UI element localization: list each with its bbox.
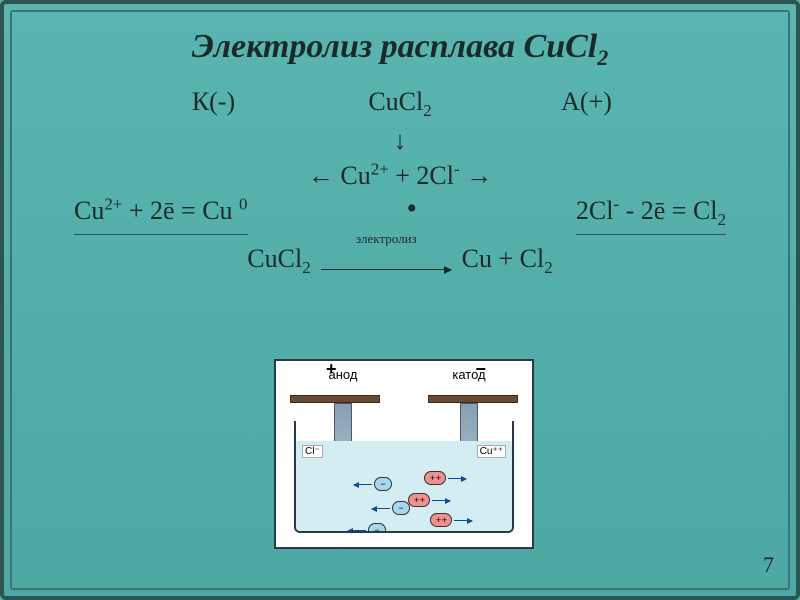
center-dot: • <box>406 189 417 231</box>
ion-arrow-icon <box>372 508 390 509</box>
an-eq: - 2ē = Cl <box>619 196 717 225</box>
anode-half-reaction: 2Cl- - 2ē = Cl2 <box>576 193 726 235</box>
dissoc-left: ← Cu <box>308 161 371 190</box>
arrow-line-icon <box>321 269 451 270</box>
stand-bar-right <box>428 395 518 403</box>
dissoc-right: → <box>460 161 493 190</box>
beaker: Cl⁻ Cu⁺⁺ −−−+ ++ ++ ++ + <box>294 421 514 533</box>
equations-block: К(-) CuCl2 А(+) ↓ ← Cu2+ + 2Cl- → Cu2+ +… <box>44 84 756 280</box>
overall-reaction-row: CuCl2 электролиз Cu + Cl2 <box>44 241 756 280</box>
solution: Cl⁻ Cu⁺⁺ −−−+ ++ ++ ++ + <box>296 441 512 531</box>
copper-ion: + + <box>408 493 430 507</box>
dissoc-cu-charge: 2+ <box>371 159 389 178</box>
dissociation-row: ← Cu2+ + 2Cl- → <box>44 158 756 193</box>
ion-label-cu: Cu⁺⁺ <box>477 445 506 458</box>
anode-text: анод <box>318 367 368 382</box>
an-rhs-sub: 2 <box>718 210 726 229</box>
cat-lhs-charge: 2+ <box>104 195 122 214</box>
ion-arrow-icon <box>354 484 372 485</box>
cathode-half-reaction: Cu2+ + 2ē = Cu 0 <box>74 193 248 235</box>
ion-label-cl: Cl⁻ <box>302 445 323 458</box>
title-compound-sub: 2 <box>597 45 608 70</box>
title-compound: CuCl <box>524 28 598 65</box>
down-arrow: ↓ <box>320 123 480 158</box>
reaction-arrow: электролиз <box>321 244 451 279</box>
dissoc-plus: + 2Cl <box>389 161 454 190</box>
chloride-ion: − <box>392 501 410 515</box>
down-arrow-row: ↓ <box>44 123 756 158</box>
an-lhs: 2Cl <box>576 196 614 225</box>
chloride-ion: − <box>374 477 392 491</box>
cat-lhs: Cu <box>74 196 104 225</box>
slide-title: Электролиз расплава CuCl2 <box>4 28 796 71</box>
ion-arrow-icon <box>348 530 366 531</box>
ion-arrow-icon <box>432 500 450 501</box>
cat-rhs-charge: 0 <box>239 195 247 214</box>
final-rhs-sub: 2 <box>544 258 552 277</box>
compound-text: CuCl <box>368 87 423 116</box>
ion-arrow-icon <box>448 478 466 479</box>
copper-ion: + + <box>430 513 452 527</box>
cathode-text: катод <box>440 367 498 382</box>
final-lhs: CuCl <box>247 244 302 273</box>
chloride-ion: − <box>368 523 386 533</box>
slide: Электролиз расплава CuCl2 К(-) CuCl2 А(+… <box>0 0 800 600</box>
arrow-label-text: электролиз <box>321 230 451 248</box>
final-lhs-sub: 2 <box>302 258 310 277</box>
anode-label: А(+) <box>487 84 687 119</box>
copper-ion: + + <box>424 471 446 485</box>
electrode-labels-row: К(-) CuCl2 А(+) <box>44 84 756 123</box>
electrolysis-diagram: + анод − катод Cl⁻ Cu⁺⁺ −−−+ ++ ++ ++ + <box>274 359 534 549</box>
final-rhs: Cu + Cl <box>462 244 545 273</box>
stand-bar-left <box>290 395 380 403</box>
cathode-label: К(-) <box>114 84 314 119</box>
title-prefix: Электролиз расплава <box>192 28 524 65</box>
page-number: 7 <box>763 552 774 578</box>
compound-center: CuCl2 <box>320 84 480 123</box>
compound-sub: 2 <box>423 101 431 120</box>
ion-arrow-icon <box>454 520 472 521</box>
cat-eq: + 2ē = Cu <box>122 196 239 225</box>
